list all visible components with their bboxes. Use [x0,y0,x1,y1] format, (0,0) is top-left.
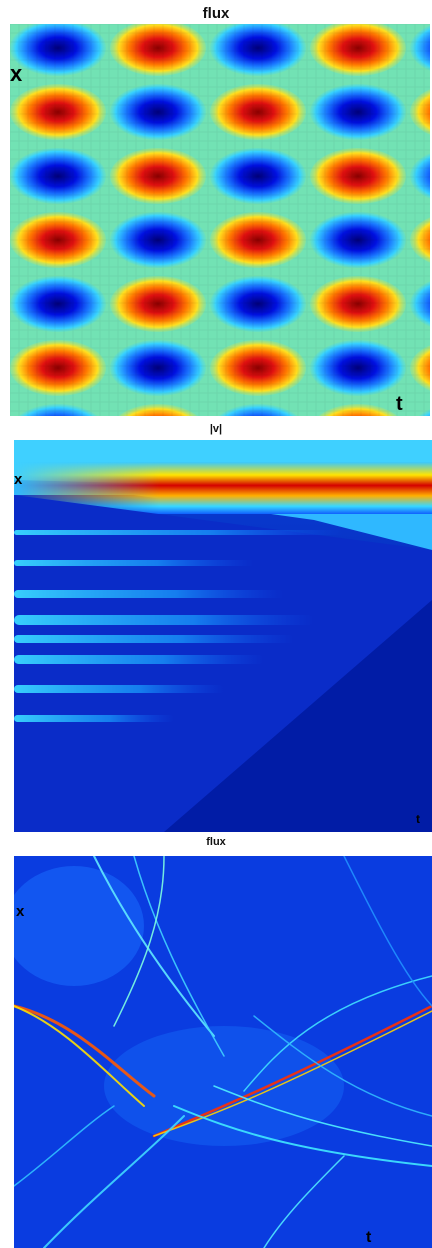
t-axis-letter: t [416,812,420,826]
x-axis-letter: x [10,61,23,86]
wave-front [263,1155,345,1248]
wave-front [152,1004,432,1138]
wave-front [213,1085,432,1147]
panel-1-title: flux [202,5,230,22]
flux-fronts-panel [14,856,432,1248]
wave-front [343,856,432,1007]
wave-front [43,1115,185,1248]
velocity-streak [14,590,284,598]
wave-front [173,1105,432,1167]
wave-front [93,856,215,1037]
wave-front [243,975,432,1092]
velocity-streak [14,715,174,722]
velocity-streak [14,530,344,535]
t-axis-letter: t [396,393,403,415]
wave-front [113,856,165,1027]
x-axis-letter: x [16,903,25,920]
t-axis-letter: t [366,1229,372,1246]
velocity-streak [14,655,264,664]
velocity-streak [14,560,254,566]
velocity-streak [14,615,314,625]
velocity-streak [14,635,294,643]
wave-front [14,1004,156,1098]
x-axis-letter: x [14,471,23,488]
wave-front [253,1015,432,1117]
wave-front [153,1010,432,1137]
panel-3-title: flux [206,836,226,848]
wave-front [14,1105,115,1187]
velocity-magnitude-panel [14,440,432,832]
panel-2-title: |v| [209,423,223,435]
flux-pattern-panel [10,24,430,416]
wave-front [133,856,225,1057]
velocity-streak [14,685,224,693]
wave-front [14,1005,145,1107]
